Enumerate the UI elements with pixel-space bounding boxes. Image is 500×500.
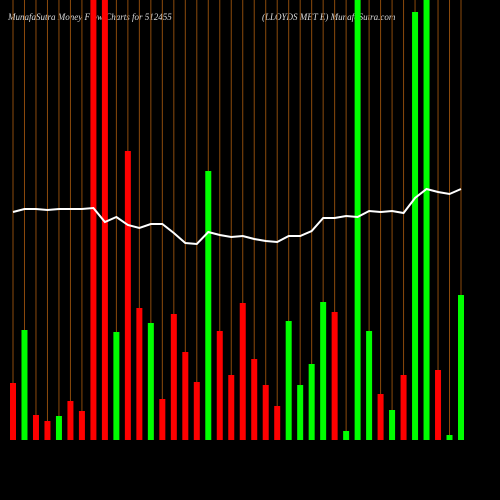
bar (297, 385, 304, 440)
bar (366, 331, 373, 440)
bar (389, 410, 396, 440)
bar (262, 385, 269, 440)
bar (400, 375, 407, 440)
bar (182, 352, 189, 440)
bar (113, 332, 120, 440)
money-flow-line (12, 187, 462, 246)
bar (251, 359, 258, 440)
bar (90, 0, 97, 440)
bar (193, 382, 200, 440)
bar (274, 406, 281, 440)
bar (435, 370, 442, 440)
bar (124, 151, 131, 440)
bar (446, 435, 453, 440)
bars (10, 0, 464, 440)
bar (412, 12, 419, 440)
bar (147, 323, 154, 440)
bar (343, 431, 350, 440)
bar (32, 415, 39, 440)
bar (136, 308, 143, 440)
bar (216, 331, 223, 440)
bar (78, 411, 85, 440)
bar (55, 416, 62, 440)
bar (354, 0, 361, 440)
bar (377, 394, 384, 440)
bar (10, 383, 16, 440)
bar (320, 302, 327, 440)
chart-subtitle: (LLOYDS MET E) MunafaSutra.com (262, 12, 396, 22)
bar (239, 303, 246, 440)
bar (205, 171, 212, 440)
bar (458, 295, 464, 440)
chart-title: MunafaSutra Money Flow Charts for 512455 (7, 12, 172, 22)
bar (331, 312, 338, 440)
bar (67, 401, 74, 440)
bar (44, 421, 51, 440)
bar (423, 0, 430, 440)
bar (285, 321, 292, 440)
bar (21, 330, 28, 440)
bar (101, 0, 108, 440)
bar (159, 399, 166, 440)
bar (308, 364, 315, 440)
bar (228, 375, 235, 440)
bar (170, 314, 177, 440)
